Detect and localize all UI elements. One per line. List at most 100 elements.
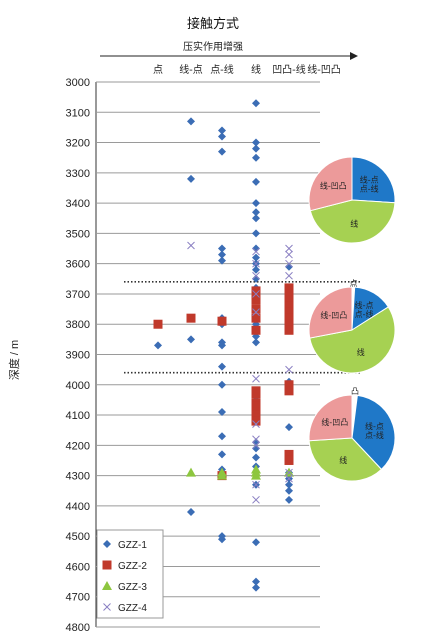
point-gzz-4 (285, 271, 293, 280)
legend-label: GZZ-1 (118, 540, 147, 551)
x-stroke (252, 420, 260, 428)
y-axis-label: 深度 / m (7, 340, 21, 380)
x-stroke (252, 495, 260, 504)
point-gzz-1 (187, 174, 195, 183)
pie-slice-label: 线-点点-线 (355, 300, 374, 319)
point-gzz-2 (251, 389, 261, 399)
pie-slice (309, 306, 396, 374)
point-gzz-1 (252, 538, 260, 547)
point-gzz-1 (252, 274, 260, 283)
pie-slice-label: 线-凹凸 (320, 181, 347, 191)
point-gzz-1 (252, 153, 260, 162)
point-gzz-1 (252, 99, 260, 108)
legend-label: GZZ-3 (118, 582, 147, 593)
point-gzz-2 (217, 316, 227, 326)
x-stroke (285, 244, 293, 253)
point-gzz-1 (187, 117, 195, 126)
point-gzz-1 (252, 438, 260, 447)
pie-label-line: 点 (349, 279, 357, 288)
y-tick-label: 3800 (66, 319, 90, 331)
point-gzz-2 (284, 289, 294, 299)
legend-marker (102, 560, 112, 570)
pie-label-line: 点-线 (365, 430, 384, 440)
pie-slice-label: 线-凹凸 (320, 310, 347, 320)
x-stroke (285, 259, 293, 268)
pie-label-line: 线-点 (365, 421, 384, 431)
legend-label: GZZ-4 (118, 603, 147, 614)
point-gzz-4 (252, 480, 260, 489)
dashed-divider-lines (124, 281, 360, 374)
legend: GZZ-1 GZZ-2 GZZ-3 GZZ-4 (96, 529, 164, 619)
x-category-labels: 点 线-点 点-线 线凹凸-线 线-凹凸 (153, 63, 341, 76)
y-tick-label: 4100 (66, 410, 90, 422)
point-gzz-1 (252, 177, 260, 186)
x-stroke (252, 308, 260, 316)
point-gzz-1 (252, 583, 260, 592)
pie-label-line: 凸 (351, 387, 359, 396)
x-category-label: 线-凹凸 (307, 63, 341, 76)
y-tick-label: 3200 (66, 138, 90, 150)
x-stroke (252, 441, 260, 450)
point-gzz-2 (284, 319, 294, 329)
pie-chart-3: 凸线-点点-线线 线-凹凸 (308, 387, 396, 482)
y-tick-label: 4800 (66, 622, 90, 634)
pie-label-line: 线-凹凸 (320, 310, 347, 320)
pie-label-line: 线 (350, 219, 358, 229)
legend-marker (103, 540, 111, 548)
y-tick-label: 4500 (66, 531, 90, 543)
y-tick-label: 3400 (66, 198, 90, 210)
point-gzz-2 (153, 319, 163, 329)
pie-slice (351, 394, 396, 471)
pie-slice (308, 394, 353, 442)
point-gzz-1 (252, 338, 260, 347)
point-gzz-2 (251, 286, 261, 296)
point-gzz-4 (252, 247, 260, 256)
point-gzz-4 (252, 271, 260, 280)
legend-label: GZZ-2 (118, 561, 147, 572)
pie-slice (351, 156, 396, 204)
point-gzz-1 (252, 229, 260, 238)
y-tick-label: 3100 (66, 107, 90, 119)
x-stroke (285, 250, 293, 259)
pie-label-line: 线-点 (355, 300, 374, 310)
y-tick-label: 3900 (66, 350, 90, 362)
point-gzz-1 (285, 486, 293, 495)
point-gzz-2 (251, 295, 261, 305)
x-stroke (252, 290, 260, 298)
point-gzz-1 (218, 408, 226, 417)
x-stroke (285, 474, 293, 483)
y-tick-labels: 3000 3100 3200 3300 3400 3500 3600 3700 3800 3900… (66, 77, 90, 634)
point-gzz-4 (252, 495, 260, 504)
x-stroke (285, 365, 293, 374)
pie-slice-label: 线-凹凸 (321, 417, 348, 427)
point-gzz-1 (252, 453, 260, 462)
pie-label-line: 线 (357, 347, 365, 357)
x-stroke (252, 259, 260, 268)
pie-slice-label: 线-点点-线 (365, 421, 384, 440)
point-gzz-1 (252, 214, 260, 223)
pie-label-line: 线-点 (360, 174, 379, 184)
pie-chart-2: 点线-点点-线线 线-凹凸 (308, 279, 396, 374)
point-gzz-2 (251, 416, 261, 426)
point-gzz-2 (284, 449, 294, 459)
x-category-label: 点-线 (210, 63, 234, 76)
point-gzz-1 (252, 144, 260, 153)
point-gzz-2 (251, 401, 261, 411)
point-gzz-1 (218, 432, 226, 441)
point-gzz-4 (252, 420, 260, 428)
point-gzz-1 (252, 577, 260, 586)
point-gzz-1 (218, 147, 226, 156)
point-gzz-4 (252, 441, 260, 450)
pie-slice-label: 点 (349, 279, 357, 288)
x-stroke (252, 374, 260, 383)
y-tick-label: 3700 (66, 289, 90, 301)
point-gzz-1 (218, 362, 226, 371)
x-stroke (285, 468, 293, 477)
grid-lines (95, 81, 320, 628)
pie-slice (308, 437, 383, 482)
point-gzz-2 (284, 313, 294, 323)
point-gzz-1 (218, 535, 226, 544)
point-gzz-1 (285, 262, 293, 271)
